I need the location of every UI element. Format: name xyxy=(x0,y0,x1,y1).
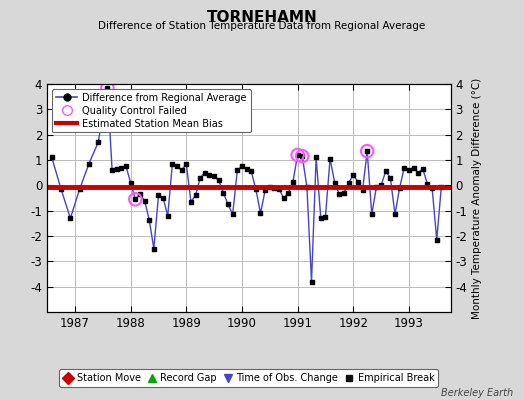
Point xyxy=(154,192,162,199)
Point xyxy=(303,184,311,190)
Point xyxy=(178,167,186,173)
Point xyxy=(372,184,380,190)
Point xyxy=(298,153,307,160)
Point xyxy=(405,167,413,173)
Point xyxy=(312,154,320,161)
Point xyxy=(136,191,144,198)
Point xyxy=(224,201,232,208)
Point xyxy=(409,164,418,171)
Text: TORNEHAMN: TORNEHAMN xyxy=(206,10,318,25)
Point xyxy=(386,174,395,181)
Point xyxy=(228,211,237,218)
Point xyxy=(66,215,74,222)
Point xyxy=(140,197,149,204)
Point xyxy=(335,191,344,198)
Point xyxy=(349,172,357,178)
Point xyxy=(344,180,353,186)
Point xyxy=(48,154,56,161)
Point xyxy=(57,186,66,192)
Point xyxy=(256,210,265,216)
Point xyxy=(219,190,227,196)
Point xyxy=(391,211,399,218)
Point xyxy=(126,180,135,186)
Point xyxy=(275,186,283,192)
Point xyxy=(368,211,376,218)
Point xyxy=(173,163,181,170)
Point xyxy=(103,85,112,91)
Point xyxy=(103,85,112,91)
Point xyxy=(122,163,130,170)
Point xyxy=(145,216,154,223)
Point xyxy=(293,152,302,158)
Point xyxy=(233,167,242,173)
Point xyxy=(131,196,139,202)
Point xyxy=(381,168,390,175)
Point xyxy=(182,161,191,167)
Point xyxy=(75,186,84,192)
Point xyxy=(437,184,445,190)
Legend: Station Move, Record Gap, Time of Obs. Change, Empirical Break: Station Move, Record Gap, Time of Obs. C… xyxy=(59,369,439,387)
Point xyxy=(279,195,288,201)
Point xyxy=(163,212,172,219)
Point xyxy=(284,190,292,196)
Point xyxy=(113,166,121,172)
Point xyxy=(316,215,325,222)
Point xyxy=(293,152,302,158)
Point xyxy=(298,153,307,160)
Point xyxy=(266,184,274,190)
Y-axis label: Monthly Temperature Anomaly Difference (°C): Monthly Temperature Anomaly Difference (… xyxy=(472,77,482,319)
Point xyxy=(270,185,279,191)
Point xyxy=(331,180,339,186)
Point xyxy=(419,166,427,172)
Point xyxy=(131,196,139,202)
Point xyxy=(289,178,297,185)
Point xyxy=(191,192,200,199)
Point xyxy=(363,148,372,154)
Point xyxy=(201,170,209,176)
Point xyxy=(354,178,362,185)
Point xyxy=(85,161,93,167)
Point xyxy=(432,237,441,243)
Point xyxy=(423,181,432,187)
Point xyxy=(214,177,223,184)
Text: Berkeley Earth: Berkeley Earth xyxy=(441,388,514,398)
Text: Difference of Station Temperature Data from Regional Average: Difference of Station Temperature Data f… xyxy=(99,21,425,31)
Point xyxy=(196,174,204,181)
Point xyxy=(117,164,126,171)
Point xyxy=(150,246,158,252)
Point xyxy=(428,185,436,191)
Point xyxy=(210,173,219,180)
Point xyxy=(247,168,255,175)
Point xyxy=(396,185,404,191)
Point xyxy=(358,187,367,194)
Point xyxy=(238,163,246,170)
Point xyxy=(205,172,214,178)
Point xyxy=(321,214,330,220)
Point xyxy=(307,278,315,285)
Point xyxy=(187,199,195,205)
Point xyxy=(243,166,251,172)
Point xyxy=(159,195,167,201)
Point xyxy=(108,167,116,173)
Point xyxy=(94,139,102,146)
Point xyxy=(168,161,177,167)
Point xyxy=(400,164,409,171)
Point xyxy=(252,186,260,192)
Point xyxy=(377,182,385,188)
Point xyxy=(363,148,372,154)
Point xyxy=(326,156,334,162)
Point xyxy=(340,190,348,196)
Point xyxy=(414,170,422,176)
Point xyxy=(261,187,269,194)
